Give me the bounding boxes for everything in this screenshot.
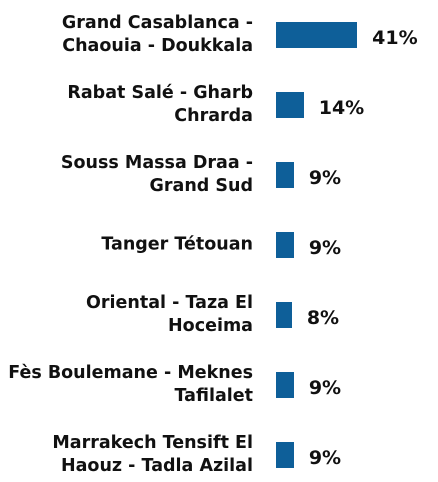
category-label: Marrakech Tensift El Haouz - Tadla Azila…: [52, 433, 253, 476]
category-label: Grand Casablanca - Chaouia - Doukkala: [61, 13, 253, 56]
bar: [276, 162, 294, 188]
bar: [276, 232, 294, 258]
value-label: 9%: [308, 447, 342, 469]
value-label: 9%: [308, 167, 342, 189]
category-label: Rabat Salé - Gharb Chrarda: [67, 83, 253, 126]
value-label: 9%: [308, 237, 342, 259]
bar: [276, 442, 294, 468]
bar: [276, 92, 304, 118]
value-label: 14%: [318, 97, 365, 119]
value-label: 8%: [306, 307, 340, 329]
category-label: Oriental - Taza El Hoceima: [86, 293, 253, 336]
category-label: Tanger Tétouan: [101, 234, 253, 255]
category-label: Fès Boulemane - Meknes Tafilalet: [8, 363, 253, 406]
bar: [276, 372, 294, 398]
bar: [276, 22, 358, 48]
bar: [276, 302, 292, 328]
category-label: Souss Massa Draa - Grand Sud: [60, 153, 253, 196]
value-label: 9%: [308, 377, 342, 399]
value-label: 41%: [372, 27, 418, 49]
